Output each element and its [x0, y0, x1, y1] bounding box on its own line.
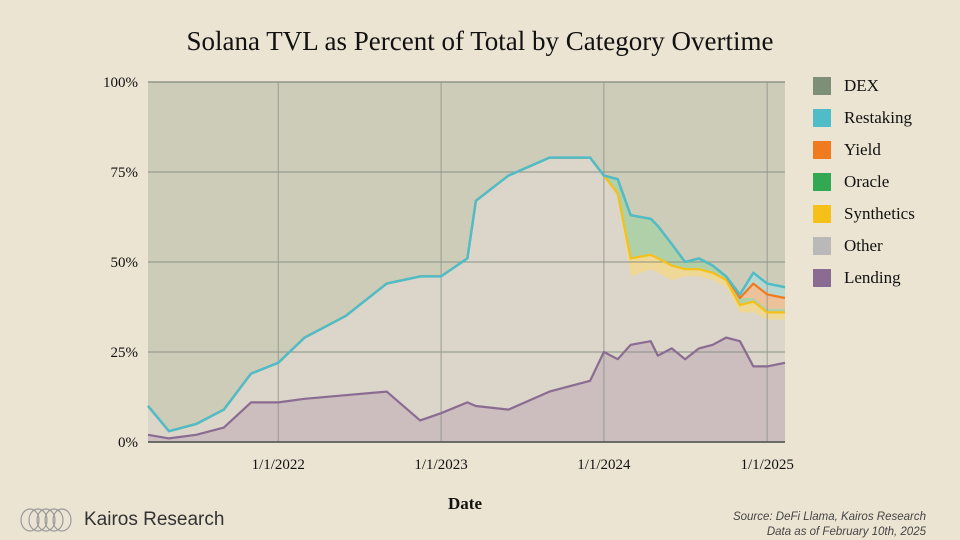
y-tick-label: 100%	[103, 75, 138, 91]
series-outlines	[147, 156, 786, 440]
legend-label: Synthetics	[844, 204, 915, 223]
area-lending	[148, 337, 785, 442]
x-tick-label: 1/1/2024	[577, 457, 631, 473]
source-line-2: Data as of February 10th, 2025	[766, 526, 926, 538]
area-other	[148, 157, 785, 439]
y-tick-label: 0%	[118, 435, 138, 451]
legend-item-lending: Lending	[813, 262, 915, 294]
legend-swatch	[813, 269, 831, 287]
legend-swatch	[813, 237, 831, 255]
y-tick-label: 25%	[111, 345, 139, 361]
x-tick-label: 1/1/2022	[252, 457, 305, 473]
line-lending	[147, 336, 786, 440]
legend-swatch	[813, 205, 831, 223]
legend-swatch	[813, 109, 831, 127]
legend-label: DEX	[844, 76, 879, 95]
gridlines	[148, 81, 785, 443]
rings-logo-icon	[20, 508, 72, 532]
legend-item-oracle: Oracle	[813, 166, 915, 198]
y-tick-label: 75%	[111, 165, 139, 181]
x-tick-label: 1/1/2023	[414, 457, 467, 473]
x-tick-label: 1/1/2025	[740, 457, 793, 473]
legend: DEX Restaking Yield Oracle Synthetics Other Le…	[813, 70, 915, 294]
x-axis-label: Date	[448, 494, 482, 513]
area-oracle	[148, 157, 785, 432]
legend-swatch	[813, 141, 831, 159]
legend-label: Yield	[844, 140, 881, 159]
legend-item-restaking: Restaking	[813, 102, 915, 134]
source-line-1: Source: DeFi Llama, Kairos Research	[732, 511, 926, 523]
legend-swatch	[813, 77, 831, 95]
brand: Kairos Research	[18, 508, 224, 532]
source-note: Source: DeFi Llama, Kairos Research Data…	[733, 510, 926, 540]
legend-label: Oracle	[844, 172, 890, 191]
legend-label: Lending	[844, 268, 901, 287]
y-tick-label: 50%	[111, 255, 139, 271]
brand-name: Kairos Research	[84, 509, 225, 530]
legend-item-yield: Yield	[813, 134, 915, 166]
legend-item-synthetics: Synthetics	[813, 198, 915, 230]
legend-swatch	[813, 173, 831, 191]
line-dex-boundary	[147, 156, 786, 433]
legend-label: Restaking	[844, 108, 912, 127]
legend-label: Other	[844, 236, 883, 255]
legend-item-other: Other	[813, 230, 915, 262]
axes: 0% 25% 50% 75% 100% 1/1/2022 1/1/2023 1/1/2024 1…	[103, 75, 794, 473]
legend-item-dex: DEX	[813, 70, 915, 102]
chart-title: Solana TVL as Percent of Total by Catego…	[186, 26, 774, 56]
